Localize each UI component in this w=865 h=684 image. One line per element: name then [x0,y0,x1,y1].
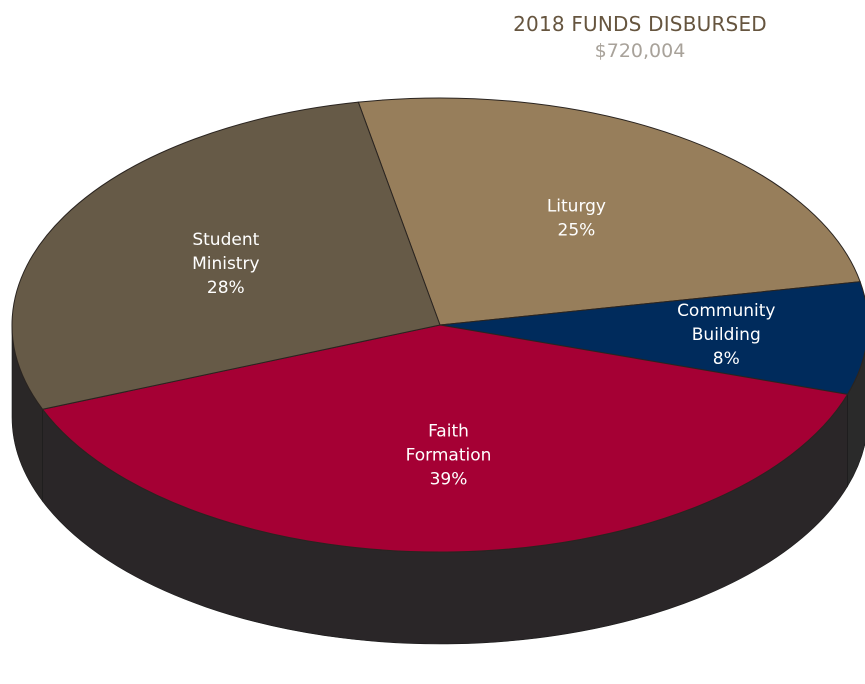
pie-slice-2 [41,324,849,553]
pie-labels: Liturgy 25% Community Building 8% Faith Format… [192,197,775,490]
slice-percent-label: 39% [430,469,468,489]
slice-name-label: Liturgy [547,197,606,217]
chart-title: 2018 FUNDS DISBURSED [513,12,767,36]
slice-name-label: Formation [406,445,492,465]
pie-slice-1 [439,281,865,395]
slice-name-label: Community [677,301,775,321]
slice-name-label: Faith [428,421,469,441]
slice-percent-label: 28% [207,278,245,298]
pie-slices [11,97,865,553]
slice-percent-label: 25% [558,221,596,241]
slice-percent-label: 8% [713,349,740,369]
chart-subtitle: $720,004 [594,40,686,62]
slice-name-label: Building [692,325,761,345]
pie-slice-3 [11,101,441,410]
slice-name-label: Student [192,230,259,250]
pie-slice-0 [357,97,861,326]
slice-name-label: Ministry [192,254,259,274]
